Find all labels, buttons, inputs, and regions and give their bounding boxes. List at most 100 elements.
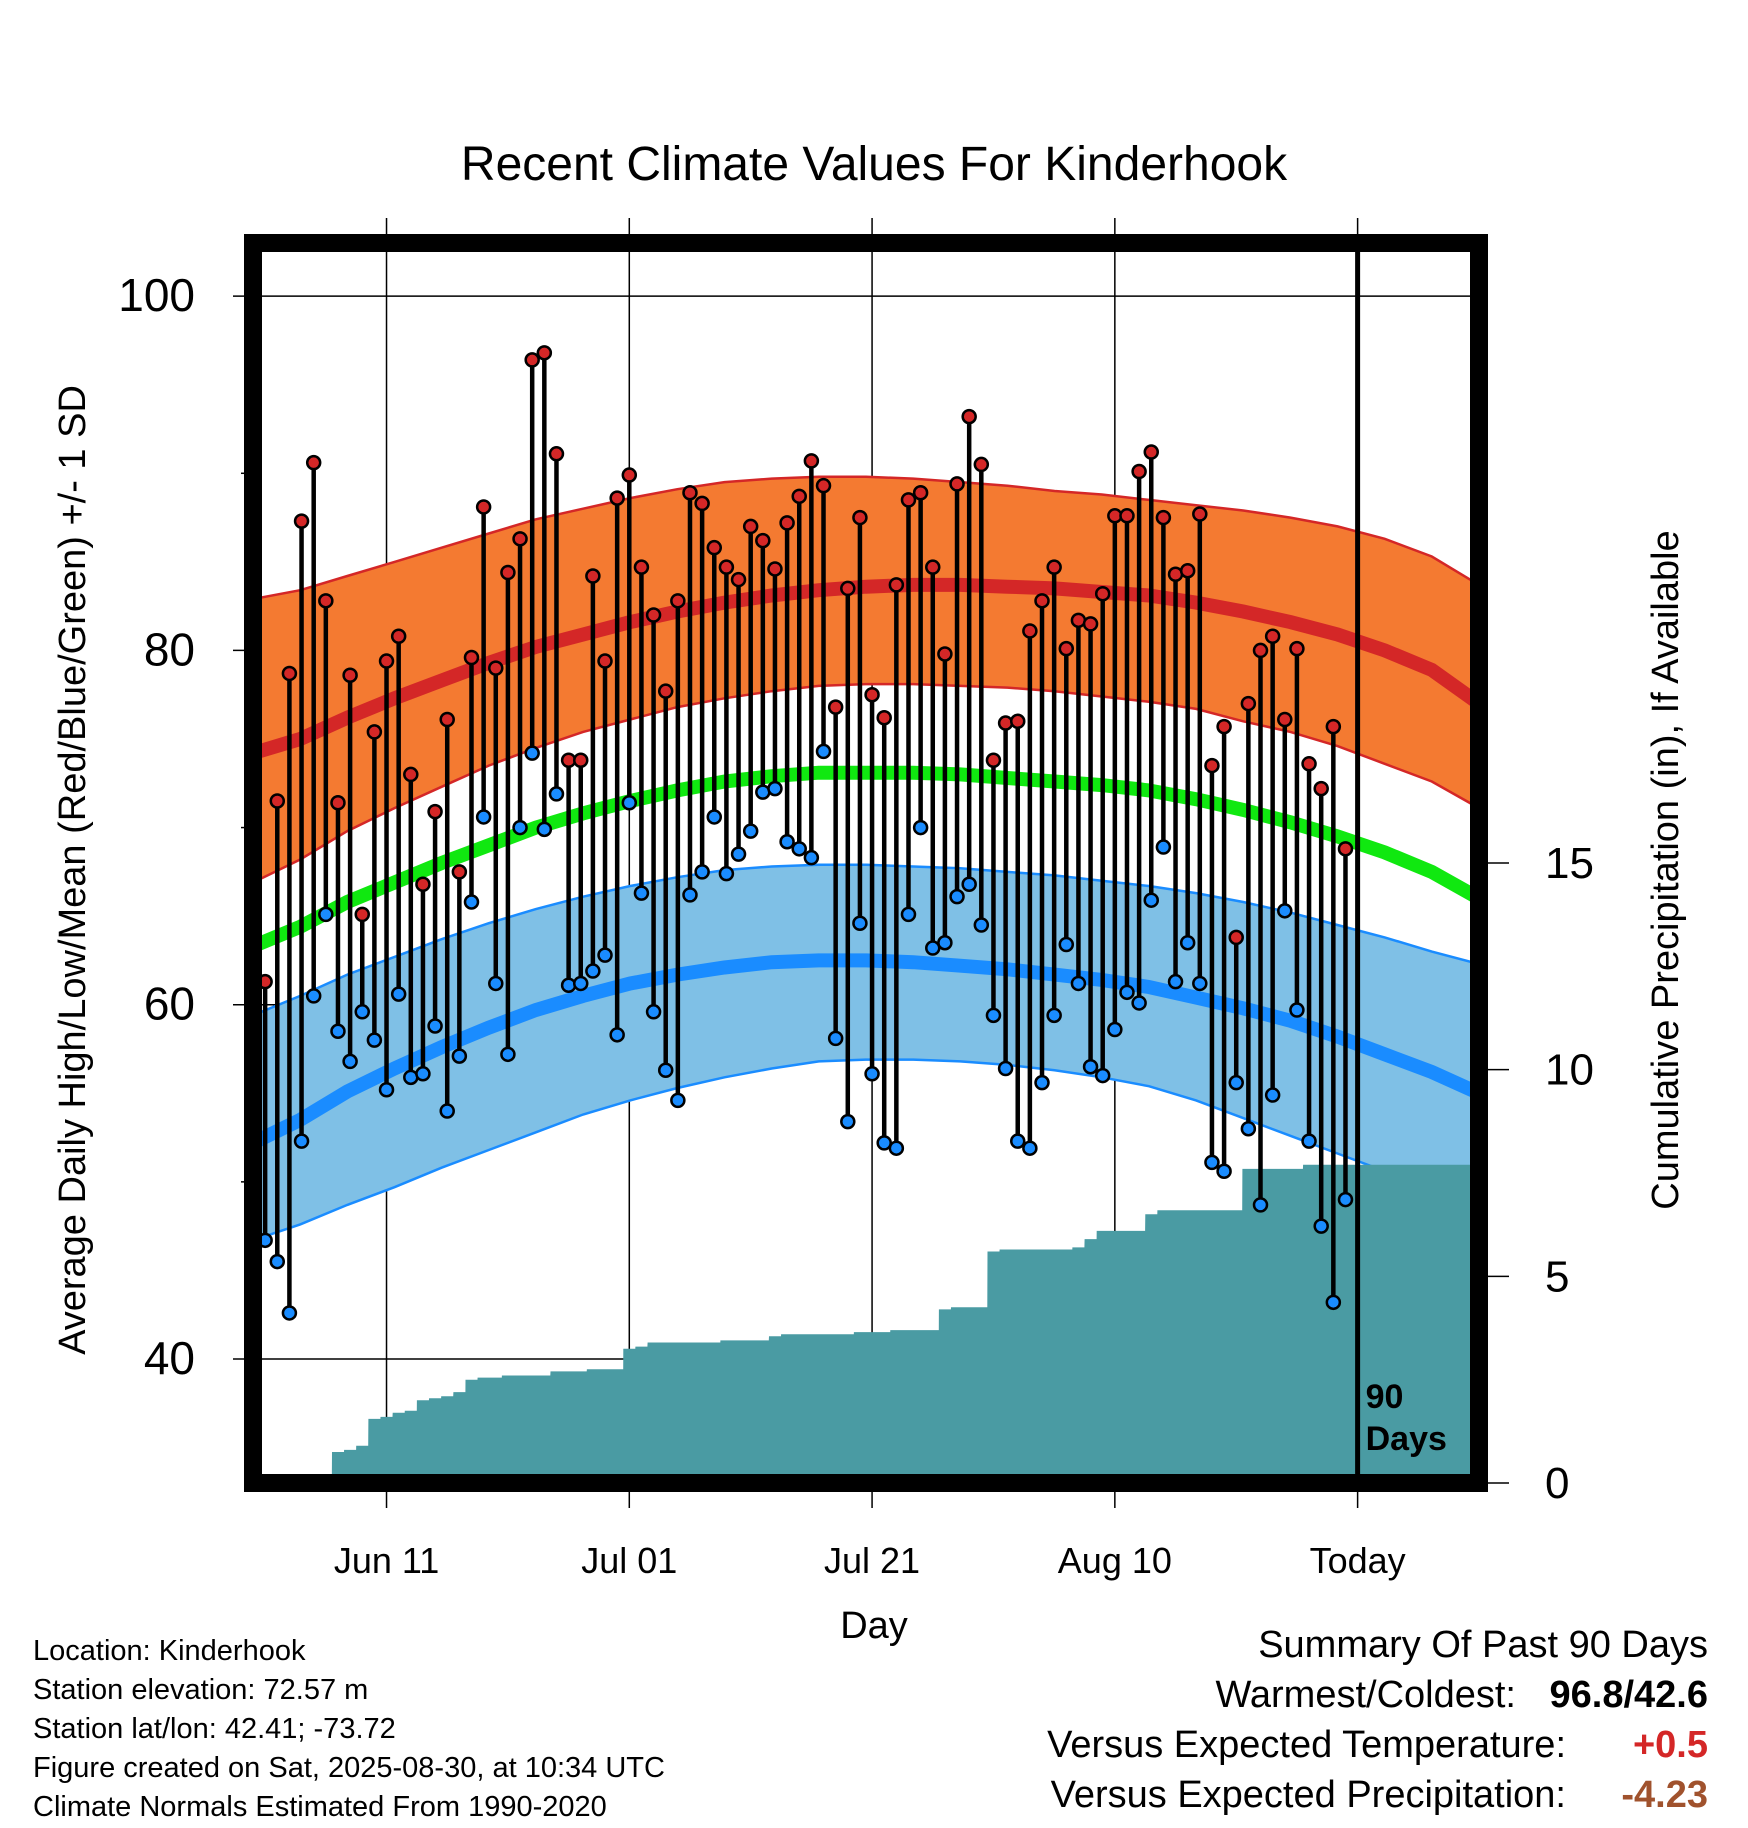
- daily-low-point: [451, 1048, 468, 1064]
- daily-low-point: [973, 917, 990, 933]
- warm-cold-value: 96.8/42.6: [1549, 1674, 1708, 1716]
- daily-high-point: [803, 453, 820, 469]
- daily-low-point: [354, 1004, 370, 1020]
- daily-high-point: [755, 532, 771, 549]
- daily-low-point: [1228, 1074, 1244, 1091]
- daily-high-point: [718, 559, 735, 575]
- daily-low-point: [439, 1103, 455, 1119]
- normals-period-text: Climate Normals Estimated From 1990-2020: [33, 1791, 607, 1823]
- daily-low-point: [609, 1027, 625, 1043]
- warm-cold-label: Warmest/Coldest:: [1215, 1674, 1516, 1716]
- daily-high-point: [366, 724, 383, 740]
- low-sd-band: [253, 864, 1479, 1241]
- y-axis-label: Average Daily High/Low/Mean (Red/Blue/Gr…: [52, 385, 94, 1355]
- daily-high-point: [937, 646, 953, 662]
- daily-high-point: [1277, 711, 1293, 728]
- daily-low-point: [1009, 1133, 1026, 1149]
- today-days-label: Days: [1366, 1420, 1447, 1458]
- daily-high-point: [997, 715, 1014, 731]
- daily-high-point: [427, 803, 443, 820]
- daily-low-point: [912, 819, 929, 836]
- daily-high-point: [415, 876, 431, 893]
- daily-low-point: [1131, 995, 1147, 1011]
- today-days-number: 90: [1366, 1378, 1404, 1416]
- daily-high-point: [572, 752, 589, 769]
- daily-high-point: [742, 518, 759, 535]
- daily-high-point: [791, 488, 807, 505]
- daily-high-point: [1009, 713, 1026, 730]
- daily-low-point: [415, 1066, 431, 1082]
- daily-low-point: [657, 1062, 674, 1079]
- daily-low-point: [1264, 1087, 1281, 1103]
- daily-high-point: [1240, 695, 1257, 712]
- daily-high-point: [524, 352, 540, 368]
- axes: 40 60 80 100 0 5 10 15 Jun 11 Jul 01 Jul 21 Aug 10 T…: [118, 218, 1594, 1581]
- daily-high-point: [1252, 642, 1269, 659]
- daily-low-point: [779, 833, 795, 850]
- daily-high-point: [293, 513, 310, 529]
- daily-low-point: [949, 888, 965, 905]
- daily-low-point: [1034, 1074, 1050, 1091]
- daily-low-point: [1277, 903, 1293, 919]
- summary-panel: Summary Of Past 90 Days Warmest/Coldest:…: [1047, 1620, 1708, 1820]
- daily-low-point: [548, 786, 565, 802]
- daily-high-point: [281, 665, 298, 682]
- location-text: Location: Kinderhook: [33, 1635, 306, 1667]
- daily-high-point: [1155, 509, 1172, 526]
- daily-high-point: [318, 593, 334, 609]
- y2-tick-label: 5: [1545, 1252, 1569, 1301]
- daily-high-point: [585, 568, 601, 584]
- daily-high-point: [403, 766, 419, 783]
- daily-high-point: [609, 490, 625, 506]
- daily-high-point: [354, 906, 370, 923]
- summary-precip-row: Versus Expected Precipitation: -4.23: [1047, 1770, 1708, 1820]
- high-sd-upper-edge: [253, 475, 1479, 601]
- daily-low-point: [524, 745, 540, 761]
- daily-low-point: [1082, 1058, 1099, 1075]
- y2-tick-label: 15: [1545, 839, 1594, 888]
- daily-low-point: [293, 1133, 310, 1149]
- daily-high-point: [682, 485, 698, 501]
- daily-low-point: [512, 819, 528, 836]
- daily-high-point: [548, 446, 565, 462]
- daily-high-point: [767, 561, 783, 577]
- daily-high-point: [912, 485, 929, 501]
- daily-high-point: [1119, 508, 1135, 524]
- daily-high-point: [888, 577, 905, 593]
- daily-low-point: [997, 1060, 1014, 1077]
- daily-low-point: [1167, 973, 1184, 990]
- daily-low-point: [1119, 984, 1135, 1001]
- daily-high-point: [378, 653, 395, 669]
- chart-title: Recent Climate Values For Kinderhook: [461, 138, 1288, 191]
- daily-low-point: [1337, 1191, 1354, 1208]
- daily-low-point: [767, 780, 783, 797]
- daily-low-point: [706, 809, 723, 825]
- daily-high-point: [1192, 506, 1208, 522]
- station-info: Location: Kinderhook Station elevation: …: [33, 1632, 665, 1827]
- daily-high-point: [815, 477, 832, 494]
- daily-low-point: [1046, 1007, 1062, 1024]
- summary-temp-row: Versus Expected Temperature: +0.5: [1047, 1720, 1708, 1770]
- daily-low-point: [500, 1046, 516, 1063]
- daily-low-point: [1216, 1163, 1232, 1179]
- daily-low-point: [488, 975, 504, 992]
- daily-low-point: [305, 988, 322, 1004]
- precip-value: -4.23: [1621, 1774, 1708, 1816]
- daily-high-point: [512, 531, 528, 547]
- daily-high-point: [657, 683, 674, 699]
- daily-low-point: [1179, 934, 1196, 951]
- daily-low-point: [475, 809, 492, 825]
- daily-low-point: [985, 1007, 1002, 1024]
- daily-low-point: [1240, 1120, 1257, 1137]
- daily-low-point: [378, 1081, 395, 1098]
- daily-high-point: [864, 686, 880, 703]
- daily-high-point: [900, 492, 917, 508]
- daily-high-point: [390, 628, 407, 645]
- daily-high-point: [330, 795, 346, 811]
- daily-low-point: [1204, 1154, 1220, 1171]
- high-mean-line: [253, 577, 1479, 760]
- daily-high-point: [488, 660, 504, 676]
- daily-low-point: [1155, 839, 1172, 855]
- daily-low-point: [463, 894, 480, 910]
